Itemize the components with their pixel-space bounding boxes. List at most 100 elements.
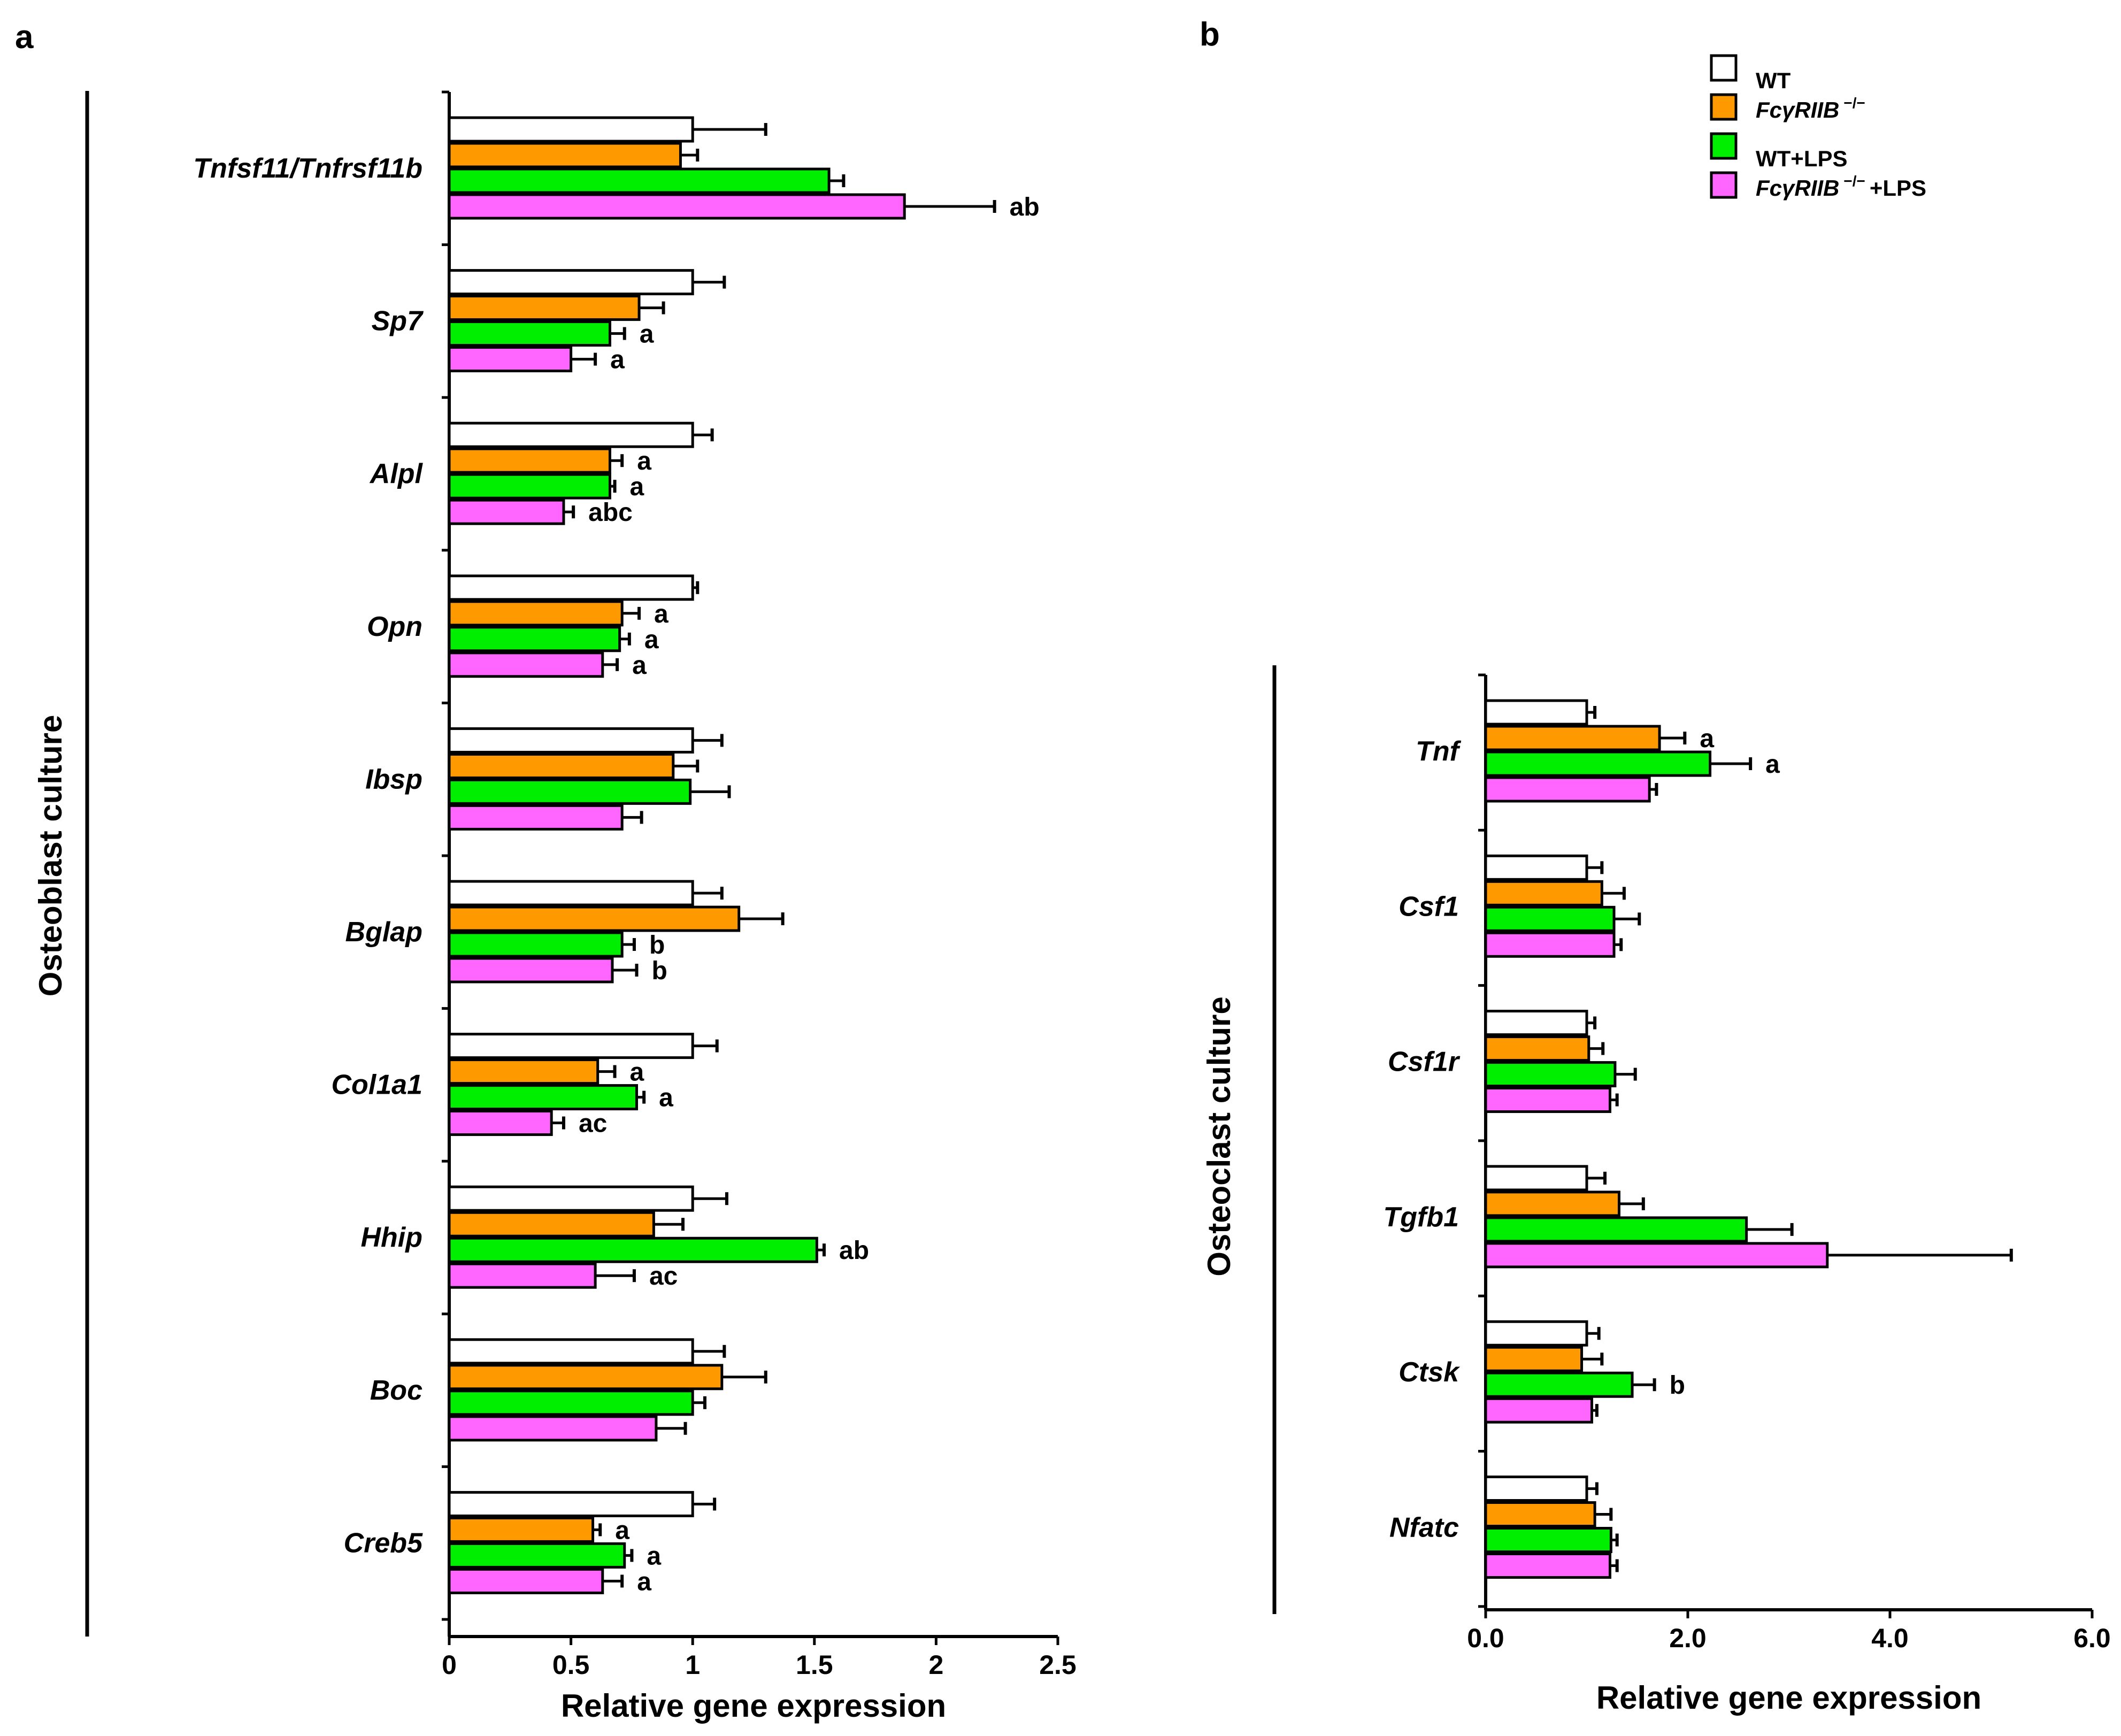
legend-label-wt: WT [1756,68,1791,93]
panel-b-x-tick-label: 4.0 [1871,1623,1909,1653]
panel-b-letter: b [1200,16,1220,53]
legend-swatch-ko [1710,93,1738,121]
panel-a-bar-alpl-wt [448,421,694,448]
panel-b-gene-label-tnf: Tnf [1416,736,1462,767]
panel-b-bar-ctsk-fc-riib-lps [1484,1397,1593,1424]
panel-b-bar-tnf-wt [1484,699,1588,726]
panel-a-sig-label-creb5-fc-riib: a [615,1516,629,1545]
panel-a-sig-label-hhip-fc-riib-lps: ac [649,1262,678,1291]
panel-b-bar-csf1-wt-lps [1484,905,1616,932]
panel-b-gene-label-csf1r: Csf1r [1388,1047,1461,1078]
panel-a-bar-opn-wt-lps [448,626,621,652]
panel-a-sig-label-alpl-fc-riib-lps: abc [588,498,633,527]
panel-b-sig-label-ctsk-wt-lps: b [1670,1371,1685,1400]
panel-b-bar-csf1-fc-riib-lps [1484,931,1616,958]
panel-a-bar-ibsp-wt-lps [448,778,692,805]
legend-label-ko-lps: FcγRIIB −/− +LPS [1756,173,1926,201]
panel-a-sig-label-sp7-fc-riib-lps: a [610,346,625,374]
panel-a-bar-ibsp-wt [448,727,694,754]
legend: WT FcγRIIB −/− WT+LPS FcγRIIB −/− +LPS [1710,54,1926,201]
panel-a-bar-opn-fc-riib-lps [448,651,604,678]
panel-a-bar-alpl-fc-riib-lps [448,498,565,525]
panel-b-bar-csf1r-wt [1484,1010,1588,1036]
panel-b-culture-label: Osteoclast culture [1201,996,1237,1277]
panel-a-sig-label-bglap-fc-riib-lps: b [652,957,667,985]
panel-b-gene-label-nfatc: Nfatc [1389,1512,1459,1543]
panel-b-gene-label-csf1: Csf1 [1398,891,1459,922]
panel-b-bar-tgfb1-wt-lps [1484,1216,1748,1243]
panel-a-gene-label-ibsp: Ibsp [365,764,422,795]
panel-a-bar-alpl-wt-lps [448,473,611,500]
legend-item-ko-lps: FcγRIIB −/− +LPS [1710,171,1926,201]
panel-a-bar-ibsp-fc-riib-lps [448,804,624,831]
panel-a-gene-label-hhip: Hhip [360,1222,422,1253]
panel-b-bar-ctsk-wt [1484,1320,1588,1347]
panel-a-letter: a [15,19,34,56]
panel-a-sig-label-opn-wt-lps: a [644,626,659,654]
panel-a-bar-sp7-wt [448,269,694,296]
panel-b-x-axis-title: Relative gene expression [1596,1680,1981,1716]
panel-b-sig-label-tnf-wt-lps: a [1765,750,1780,779]
legend-swatch-ko-lps [1710,171,1738,199]
panel-b-bar-csf1-fc-riib [1484,880,1603,907]
panel-b-bar-tnf-fc-riib [1484,725,1661,751]
panel-a-gene-label-creb5: Creb5 [344,1527,423,1558]
panel-b-bar-ctsk-fc-riib [1484,1346,1584,1372]
panel-a-bar-bglap-fc-riib [448,905,741,932]
panel-b-bar-csf1-wt [1484,854,1588,881]
panel-b-x-tick-label: 2.0 [1669,1623,1707,1653]
panel-b-bar-nfatc-fc-riib-lps [1484,1553,1611,1579]
panel-b-bar-tgfb1-wt [1484,1165,1588,1192]
panel-a-sig-label-col1a1-wt-lps: a [659,1084,673,1112]
panel-b-bar-tnf-wt-lps [1484,750,1712,777]
panel-b-gene-label-ctsk: Ctsk [1398,1357,1461,1388]
panel-b-bar-nfatc-wt-lps [1484,1527,1612,1553]
panel-a-bar-sp7-wt-lps [448,320,611,347]
panel-b-bar-csf1r-wt-lps [1484,1061,1617,1088]
panel-a-sig-label-col1a1-fc-riib: a [630,1058,644,1087]
panel-a-bar-hhip-wt [448,1185,694,1212]
panel-a-culture-label: Osteoblast culture [33,715,68,997]
panel-a-sig-label-opn-fc-riib-lps: a [632,651,647,680]
panel-b-gene-label-tgfb1: Tgfb1 [1383,1202,1459,1233]
panel-a-sig-label-tnfsf11-tnfrsf11b-fc-riib-lps: ab [1010,193,1040,221]
panel-a-gene-label-tnfsf11-tnfrsf11b: Tnfsf11/Tnfrsf11b [193,153,422,184]
panel-a-bar-hhip-wt-lps [448,1236,818,1263]
legend-item-wt: WT [1710,54,1791,93]
panel-a-bar-sp7-fc-riib-lps [448,346,573,373]
panel-a-bar-boc-fc-riib [448,1364,724,1391]
panel-a-x-tick-label: 0.5 [552,1650,590,1680]
panel-a-sig-label-alpl-fc-riib: a [637,447,651,475]
panel-a-bar-creb5-fc-riib-lps [448,1568,604,1594]
panel-a-sig-label-creb5-fc-riib-lps: a [637,1568,651,1596]
panel-a-bar-creb5-wt [448,1491,694,1517]
panel-a-bar-hhip-fc-riib [448,1211,655,1238]
panel-a-bar-tnfsf11-tnfrsf11b-wt [448,116,694,143]
legend-swatch-wt-lps [1710,132,1738,160]
panel-a-bar-bglap-wt [448,880,694,907]
legend-label-wt-lps: WT+LPS [1756,146,1848,171]
panel-b-bar-nfatc-wt [1484,1476,1588,1502]
panel-a-gene-label-boc: Boc [370,1375,422,1406]
panel-a-bar-tnfsf11-tnfrsf11b-wt-lps [448,167,831,194]
panel-a-gene-label-alpl: Alpl [369,458,424,489]
panel-a-x-axis-title: Relative gene expression [561,1688,946,1724]
panel-a-bar-creb5-fc-riib [448,1516,595,1543]
panel-a-bar-tnfsf11-tnfrsf11b-fc-riib-lps [448,193,906,220]
panel-a-bar-boc-wt [448,1338,694,1365]
panel-a-gene-label-bglap: Bglap [345,917,422,948]
legend-item-wt-lps: WT+LPS [1710,132,1848,171]
panel-a-sig-label-bglap-wt-lps: b [649,931,665,959]
panel-a-x-tick-label: 1 [685,1650,700,1680]
panel-a-sig-label-creb5-wt-lps: a [647,1542,661,1570]
legend-swatch-wt [1710,54,1738,82]
panel-a-chart: 0 0.5 1 1.5 2 2.5 Relative gene expression Oste… [33,90,1077,1724]
panel-b-chart: 0.0 2.0 4.0 6.0 Relative gene expression Oste… [1201,665,2111,1716]
panel-b-bar-tgfb1-fc-riib [1484,1190,1620,1217]
panel-a-bar-col1a1-fc-riib [448,1058,600,1085]
panel-a-gene-label-sp7: Sp7 [372,306,424,337]
panel-a-sig-label-opn-fc-riib: a [654,600,668,628]
panel-a-bar-opn-wt [448,574,694,601]
panel-a-bar-col1a1-wt-lps [448,1084,639,1111]
